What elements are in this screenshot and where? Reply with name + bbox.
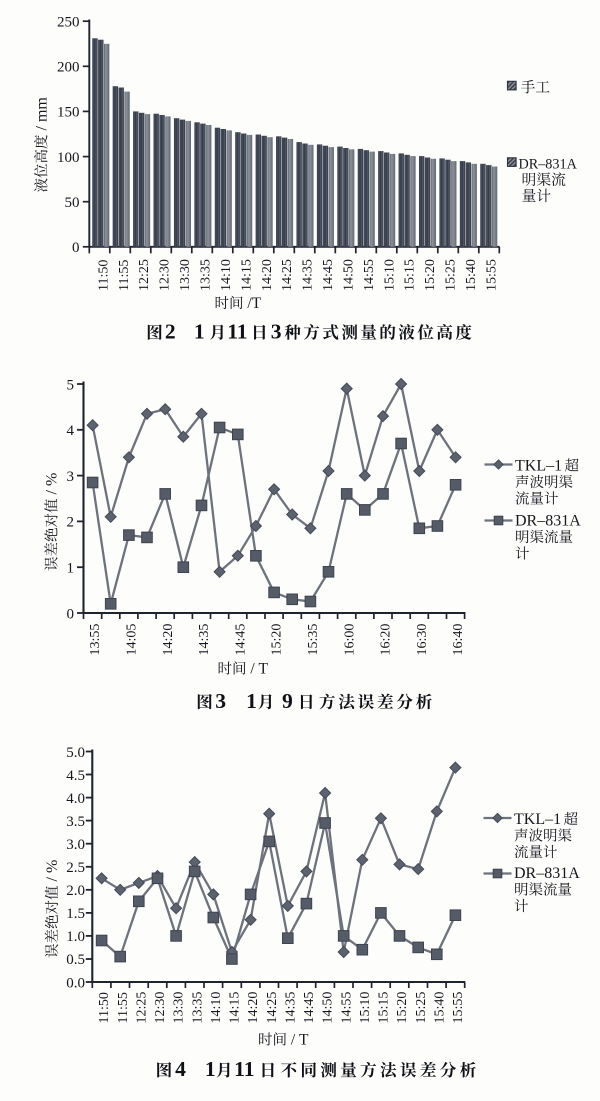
svg-text:11:50: 11:50 <box>97 992 112 1023</box>
svg-text:16:20: 16:20 <box>379 624 394 656</box>
svg-text:14:55: 14:55 <box>339 992 354 1024</box>
svg-text:14:35: 14:35 <box>301 259 316 291</box>
svg-text:11:55: 11:55 <box>116 992 131 1023</box>
svg-text:/ mm: / mm <box>33 97 50 135</box>
svg-text:100: 100 <box>57 150 80 166</box>
svg-text:1: 1 <box>194 319 205 343</box>
svg-text:1.0: 1.0 <box>66 929 85 945</box>
svg-text:11:55: 11:55 <box>117 260 132 291</box>
svg-text:TKL–1: TKL–1 <box>515 458 562 475</box>
svg-text:0.0: 0.0 <box>66 975 85 991</box>
svg-text:2: 2 <box>67 515 75 531</box>
svg-text:5: 5 <box>67 377 75 393</box>
svg-text:1: 1 <box>246 689 257 713</box>
svg-text:14:10: 14:10 <box>219 259 234 291</box>
svg-text:150: 150 <box>57 105 80 121</box>
svg-text:1.5: 1.5 <box>66 906 85 922</box>
svg-text:50: 50 <box>65 195 80 211</box>
svg-text:5.0: 5.0 <box>66 745 85 761</box>
svg-text:14:20: 14:20 <box>246 992 261 1024</box>
svg-text:3: 3 <box>271 319 282 343</box>
svg-text:15:15: 15:15 <box>403 259 418 291</box>
svg-text:14:45: 14:45 <box>321 259 336 291</box>
svg-text:11: 11 <box>227 319 247 343</box>
svg-text:15:10: 15:10 <box>382 259 397 291</box>
svg-text:DR–831A: DR–831A <box>514 865 580 882</box>
svg-text:14:45: 14:45 <box>302 992 317 1024</box>
svg-text:0: 0 <box>72 240 80 256</box>
svg-text:15:40: 15:40 <box>464 259 479 291</box>
svg-text:14:05: 14:05 <box>125 624 140 656</box>
svg-text:13:30: 13:30 <box>172 992 187 1024</box>
svg-text:11:50: 11:50 <box>96 260 111 291</box>
svg-text:200: 200 <box>57 60 80 76</box>
svg-text:15:35: 15:35 <box>306 624 321 656</box>
svg-text:15:15: 15:15 <box>377 992 392 1024</box>
svg-text:14:20: 14:20 <box>161 624 176 656</box>
svg-text:3.0: 3.0 <box>66 837 85 853</box>
svg-text:1: 1 <box>205 1057 216 1081</box>
svg-text:2.0: 2.0 <box>66 883 85 899</box>
svg-text:15:55: 15:55 <box>451 992 466 1024</box>
svg-text:11: 11 <box>234 1057 254 1081</box>
svg-text:DR–831A: DR–831A <box>519 157 578 173</box>
svg-text:14:15: 14:15 <box>228 992 243 1024</box>
svg-text:3: 3 <box>215 689 226 713</box>
svg-text:0.5: 0.5 <box>66 952 85 968</box>
svg-text:1: 1 <box>67 561 75 577</box>
svg-text:16:40: 16:40 <box>451 624 466 656</box>
svg-text:3: 3 <box>67 469 75 485</box>
svg-text:3.5: 3.5 <box>66 814 85 830</box>
svg-text:14:25: 14:25 <box>280 259 295 291</box>
svg-text:14:55: 14:55 <box>362 259 377 291</box>
svg-text:16:30: 16:30 <box>415 624 430 656</box>
svg-text:14:20: 14:20 <box>260 259 275 291</box>
svg-text:15:55: 15:55 <box>484 259 499 291</box>
svg-text:/T: /T <box>244 295 262 312</box>
svg-text:16:00: 16:00 <box>342 624 357 656</box>
svg-text:15:40: 15:40 <box>432 992 447 1024</box>
svg-text:0: 0 <box>67 606 75 622</box>
svg-text:15:10: 15:10 <box>358 992 373 1024</box>
svg-text:14:10: 14:10 <box>209 992 224 1024</box>
svg-text:13:30: 13:30 <box>178 259 193 291</box>
svg-text:/ %: / % <box>44 860 61 886</box>
svg-text:14:25: 14:25 <box>265 992 280 1024</box>
svg-text:15:25: 15:25 <box>444 259 459 291</box>
svg-text:15:25: 15:25 <box>414 992 429 1024</box>
svg-text:/ T: / T <box>287 1032 309 1049</box>
svg-text:12:30: 12:30 <box>158 259 173 291</box>
svg-text:DR–831A: DR–831A <box>515 513 581 530</box>
svg-text:12:30: 12:30 <box>153 992 168 1024</box>
svg-text:4.5: 4.5 <box>66 768 85 784</box>
svg-text:2: 2 <box>165 319 176 343</box>
svg-text:13:35: 13:35 <box>190 992 205 1024</box>
svg-text:2.5: 2.5 <box>66 860 85 876</box>
svg-text:14:45: 14:45 <box>233 624 248 656</box>
svg-text:14:50: 14:50 <box>321 992 336 1024</box>
svg-text:13:55: 13:55 <box>88 624 103 656</box>
svg-text:14:35: 14:35 <box>283 992 298 1024</box>
svg-text:15:20: 15:20 <box>270 624 285 656</box>
svg-text:14:35: 14:35 <box>197 624 212 656</box>
svg-text:14:15: 14:15 <box>239 259 254 291</box>
svg-text:9: 9 <box>282 689 293 713</box>
svg-text:14:50: 14:50 <box>341 259 356 291</box>
svg-text:/ T: / T <box>247 661 269 678</box>
svg-text:TKL–1: TKL–1 <box>514 811 561 828</box>
svg-text:4: 4 <box>67 423 75 439</box>
svg-text:4.0: 4.0 <box>66 791 85 807</box>
svg-text:12:25: 12:25 <box>137 259 152 291</box>
svg-text:12:25: 12:25 <box>134 992 149 1024</box>
svg-text:/ %: / % <box>44 473 61 499</box>
svg-text:15:20: 15:20 <box>423 259 438 291</box>
svg-text:4: 4 <box>175 1057 186 1081</box>
svg-text:13:35: 13:35 <box>199 259 214 291</box>
svg-text:250: 250 <box>57 15 80 31</box>
svg-text:15:20: 15:20 <box>395 992 410 1024</box>
